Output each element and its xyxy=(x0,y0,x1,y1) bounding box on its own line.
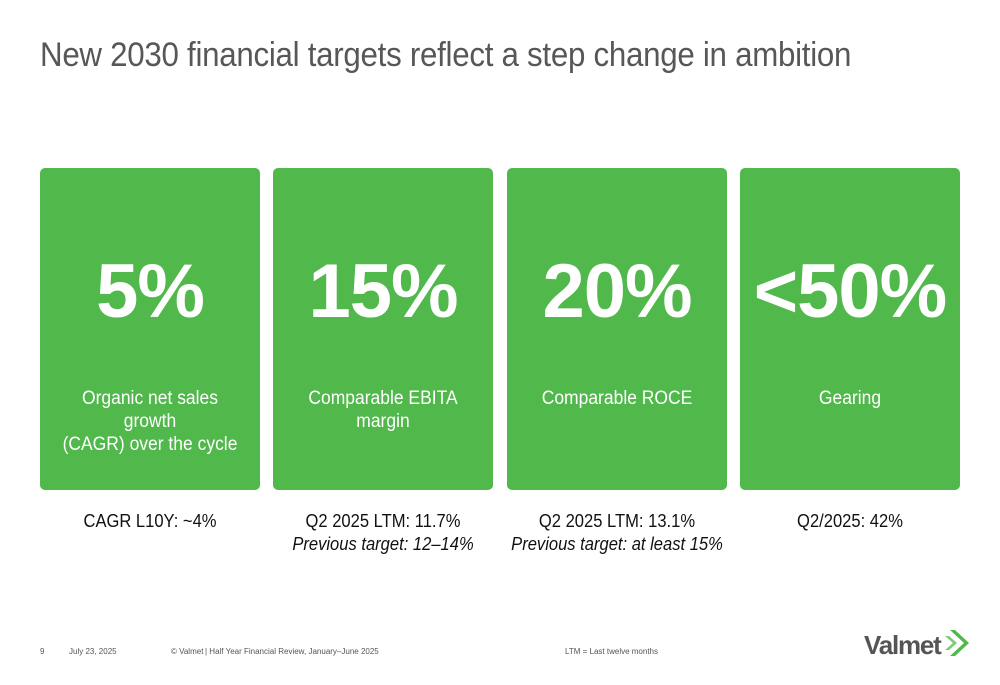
target-value: <50% xyxy=(753,249,948,334)
target-label: Organic net sales growth (CAGR) over the… xyxy=(60,387,240,456)
target-label-line: Gearing xyxy=(818,388,882,409)
footer-date: July 23, 2025 xyxy=(69,647,117,656)
current-value: Q2 2025 LTM: 13.1% xyxy=(538,511,696,531)
logo-text: Valmet xyxy=(864,630,942,660)
target-label: Comparable ROCE xyxy=(527,387,707,410)
target-card-ebita-margin: 15% Comparable EBITA margin xyxy=(273,168,493,490)
slide-title: New 2030 financial targets reflect a ste… xyxy=(40,36,852,74)
target-card-sales-growth: 5% Organic net sales growth (CAGR) over … xyxy=(40,168,260,490)
target-card-roce: 20% Comparable ROCE xyxy=(507,168,727,490)
target-label-line: Comparable ROCE xyxy=(541,388,693,409)
page-number: 9 xyxy=(40,647,45,656)
target-label: Gearing xyxy=(760,387,940,410)
target-label-line: Comparable EBITA xyxy=(308,388,458,409)
target-value: 20% xyxy=(542,249,692,334)
footer-note: LTM = Last twelve months xyxy=(565,647,658,656)
current-metric-gearing: Q2/2025: 42% xyxy=(730,510,970,533)
footer-document-title: | Half Year Financial Review, January–Ju… xyxy=(205,647,379,656)
current-metric-roce: Q2 2025 LTM: 13.1% Previous target: at l… xyxy=(497,510,737,556)
target-card-gearing: <50% Gearing xyxy=(740,168,960,490)
target-label-line: margin xyxy=(356,411,410,432)
target-value: 5% xyxy=(96,249,205,334)
current-value: Q2 2025 LTM: 11.7% xyxy=(305,511,461,531)
current-metric-sales-growth: CAGR L10Y: ~4% xyxy=(30,510,270,533)
current-value: CAGR L10Y: ~4% xyxy=(83,511,217,531)
target-label-line: Organic net sales growth xyxy=(81,388,219,432)
previous-target: Previous target: 12–14% xyxy=(292,534,474,554)
target-value: 15% xyxy=(308,249,458,334)
target-label: Comparable EBITA margin xyxy=(293,387,473,433)
current-value: Q2/2025: 42% xyxy=(797,511,903,531)
target-label-line: (CAGR) over the cycle xyxy=(62,434,238,455)
valmet-logo: Valmet xyxy=(864,628,972,662)
footer-copyright: © Valmet xyxy=(171,647,204,656)
previous-target: Previous target: at least 15% xyxy=(511,534,723,554)
current-metric-ebita-margin: Q2 2025 LTM: 11.7% Previous target: 12–1… xyxy=(263,510,503,556)
valmet-chevron-icon xyxy=(942,628,972,663)
